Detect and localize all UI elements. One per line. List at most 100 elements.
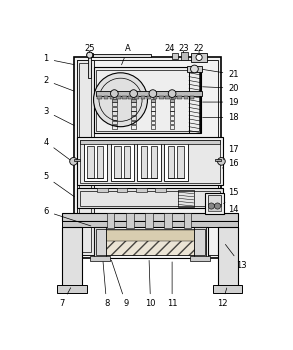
Bar [136,188,147,192]
Text: 17: 17 [223,145,239,160]
Bar [90,54,151,57]
Bar [114,146,120,178]
Bar [97,96,102,99]
Text: 13: 13 [225,244,247,270]
Bar [170,99,174,102]
Bar [97,146,103,178]
Bar [96,70,199,131]
Bar [112,107,117,111]
Text: 21: 21 [202,69,239,79]
Text: 22: 22 [194,44,204,53]
Bar [112,111,117,115]
Text: 11: 11 [167,262,177,308]
Bar [116,96,120,99]
Bar [131,99,136,102]
Bar [128,96,133,99]
Bar [131,102,136,106]
Text: 16: 16 [222,159,239,168]
Text: 6: 6 [44,207,91,226]
Bar [190,256,210,261]
Text: 5: 5 [44,172,74,197]
Circle shape [190,65,198,73]
Bar [191,53,207,62]
Bar [90,256,110,261]
Bar [97,188,108,192]
Bar [87,146,93,178]
Circle shape [70,158,77,165]
Circle shape [208,203,214,209]
Bar [124,146,130,178]
Text: 8: 8 [103,262,109,308]
Bar [170,116,174,120]
Bar [190,96,195,99]
Bar [112,102,117,106]
Bar [77,61,93,254]
Bar [131,120,136,124]
Bar [151,107,155,111]
Text: 1: 1 [44,55,74,64]
Bar [168,146,174,178]
Bar [93,227,106,259]
Bar [134,96,139,99]
Bar [170,125,174,129]
Bar [155,188,166,192]
Bar [187,66,202,72]
Text: 25: 25 [84,44,95,53]
Bar [215,159,222,161]
Bar [96,229,205,255]
Bar [122,96,127,99]
Text: 24: 24 [165,44,175,52]
Bar [62,220,238,227]
Text: 4: 4 [44,138,70,160]
Bar [137,142,161,181]
Bar [170,107,174,111]
Bar [170,111,174,115]
Bar [172,53,178,59]
Bar [151,111,155,115]
Bar [80,140,220,183]
Bar [80,191,220,206]
Bar [131,111,136,115]
Bar [97,230,205,254]
Circle shape [168,90,176,97]
Bar [151,125,155,129]
Text: A: A [122,44,131,65]
Bar [145,213,153,228]
Text: 19: 19 [202,98,239,106]
Text: 3: 3 [44,107,74,125]
Bar [117,188,127,192]
Bar [207,204,222,211]
Bar [164,142,188,181]
Bar [77,188,223,208]
Bar [159,96,163,99]
Bar [80,140,220,144]
Bar [87,53,93,57]
Bar [178,146,184,178]
Bar [112,116,117,120]
Bar [112,125,117,129]
Bar [107,213,114,228]
Bar [164,213,172,228]
Bar [151,102,155,106]
Bar [77,61,218,254]
Bar [112,99,117,102]
Bar [147,96,151,99]
Bar [84,142,107,181]
Bar [126,213,134,228]
Bar [184,213,191,228]
Bar [104,96,108,99]
Bar [96,91,202,96]
Bar [131,116,136,120]
Bar [74,159,80,161]
Bar [77,138,223,185]
Bar [74,57,222,258]
Text: 7: 7 [59,288,71,308]
Bar [131,125,136,129]
Text: 14: 14 [224,205,239,215]
Text: 15: 15 [224,188,239,204]
Bar [97,230,205,242]
Bar [93,68,201,133]
Bar [151,116,155,120]
Text: 12: 12 [217,288,227,308]
Bar [141,96,145,99]
